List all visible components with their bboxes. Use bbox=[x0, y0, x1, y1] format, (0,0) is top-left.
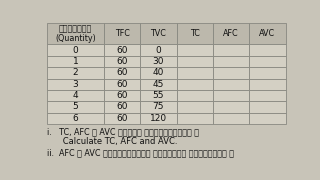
Text: 60: 60 bbox=[116, 80, 128, 89]
Bar bbox=[140, 23, 177, 44]
Bar bbox=[140, 113, 177, 124]
Bar bbox=[249, 56, 285, 67]
Text: 40: 40 bbox=[153, 68, 164, 77]
Text: 6: 6 bbox=[73, 114, 78, 123]
Bar bbox=[177, 23, 213, 44]
Text: 0: 0 bbox=[73, 46, 78, 55]
Bar bbox=[47, 56, 104, 67]
Bar bbox=[249, 78, 285, 90]
Bar bbox=[249, 113, 285, 124]
Bar bbox=[140, 78, 177, 90]
Text: TFC: TFC bbox=[115, 29, 130, 38]
Bar bbox=[47, 67, 104, 78]
Bar bbox=[47, 90, 104, 101]
Text: 2: 2 bbox=[73, 68, 78, 77]
Text: Calculate TC, AFC and AVC.: Calculate TC, AFC and AVC. bbox=[47, 138, 178, 147]
Bar bbox=[140, 101, 177, 113]
Bar bbox=[140, 67, 177, 78]
Bar bbox=[213, 90, 249, 101]
Bar bbox=[104, 56, 140, 67]
Text: ii.  AFC र AVC वक्ररेखाको व्यत्ति गर्नहोस् ।: ii. AFC र AVC वक्ररेखाको व्यत्ति गर्नहोस… bbox=[47, 148, 235, 157]
Bar bbox=[140, 90, 177, 101]
Bar bbox=[140, 44, 177, 56]
Text: 55: 55 bbox=[153, 91, 164, 100]
Text: AVC: AVC bbox=[259, 29, 276, 38]
Text: 60: 60 bbox=[116, 68, 128, 77]
Bar bbox=[47, 78, 104, 90]
Bar bbox=[213, 44, 249, 56]
Bar bbox=[213, 56, 249, 67]
Bar bbox=[104, 90, 140, 101]
Text: i.   TC, AFC र AVC पत्ता लगाउनुहोस् ।: i. TC, AFC र AVC पत्ता लगाउनुहोस् । bbox=[47, 127, 199, 136]
Bar bbox=[177, 78, 213, 90]
Text: 60: 60 bbox=[116, 57, 128, 66]
Bar bbox=[177, 113, 213, 124]
Text: 5: 5 bbox=[73, 102, 78, 111]
Text: AFC: AFC bbox=[223, 29, 239, 38]
Bar bbox=[177, 44, 213, 56]
Text: 75: 75 bbox=[153, 102, 164, 111]
Bar bbox=[47, 44, 104, 56]
Bar bbox=[104, 67, 140, 78]
Bar bbox=[249, 101, 285, 113]
Text: 3: 3 bbox=[73, 80, 78, 89]
Text: 60: 60 bbox=[116, 46, 128, 55]
Bar bbox=[104, 101, 140, 113]
Text: TVC: TVC bbox=[150, 29, 166, 38]
Text: 4: 4 bbox=[73, 91, 78, 100]
Bar bbox=[177, 67, 213, 78]
Text: 60: 60 bbox=[116, 102, 128, 111]
Text: 30: 30 bbox=[153, 57, 164, 66]
Text: 120: 120 bbox=[150, 114, 167, 123]
Text: TC: TC bbox=[190, 29, 200, 38]
Text: 45: 45 bbox=[153, 80, 164, 89]
Bar bbox=[213, 101, 249, 113]
Bar bbox=[47, 101, 104, 113]
Bar bbox=[104, 44, 140, 56]
Bar bbox=[213, 78, 249, 90]
Bar bbox=[213, 67, 249, 78]
Bar bbox=[47, 113, 104, 124]
Text: 60: 60 bbox=[116, 91, 128, 100]
Text: 60: 60 bbox=[116, 114, 128, 123]
Bar bbox=[104, 78, 140, 90]
Bar bbox=[177, 101, 213, 113]
Bar bbox=[249, 67, 285, 78]
Bar bbox=[249, 44, 285, 56]
Bar bbox=[249, 90, 285, 101]
Bar bbox=[47, 23, 104, 44]
Text: पारिमाण
(Quantity): पारिमाण (Quantity) bbox=[55, 24, 96, 43]
Bar bbox=[213, 113, 249, 124]
Bar bbox=[249, 23, 285, 44]
Bar bbox=[104, 113, 140, 124]
Bar bbox=[140, 56, 177, 67]
Bar bbox=[104, 23, 140, 44]
Text: 0: 0 bbox=[156, 46, 161, 55]
Bar bbox=[177, 90, 213, 101]
Bar bbox=[213, 23, 249, 44]
Text: 1: 1 bbox=[73, 57, 78, 66]
Bar bbox=[177, 56, 213, 67]
